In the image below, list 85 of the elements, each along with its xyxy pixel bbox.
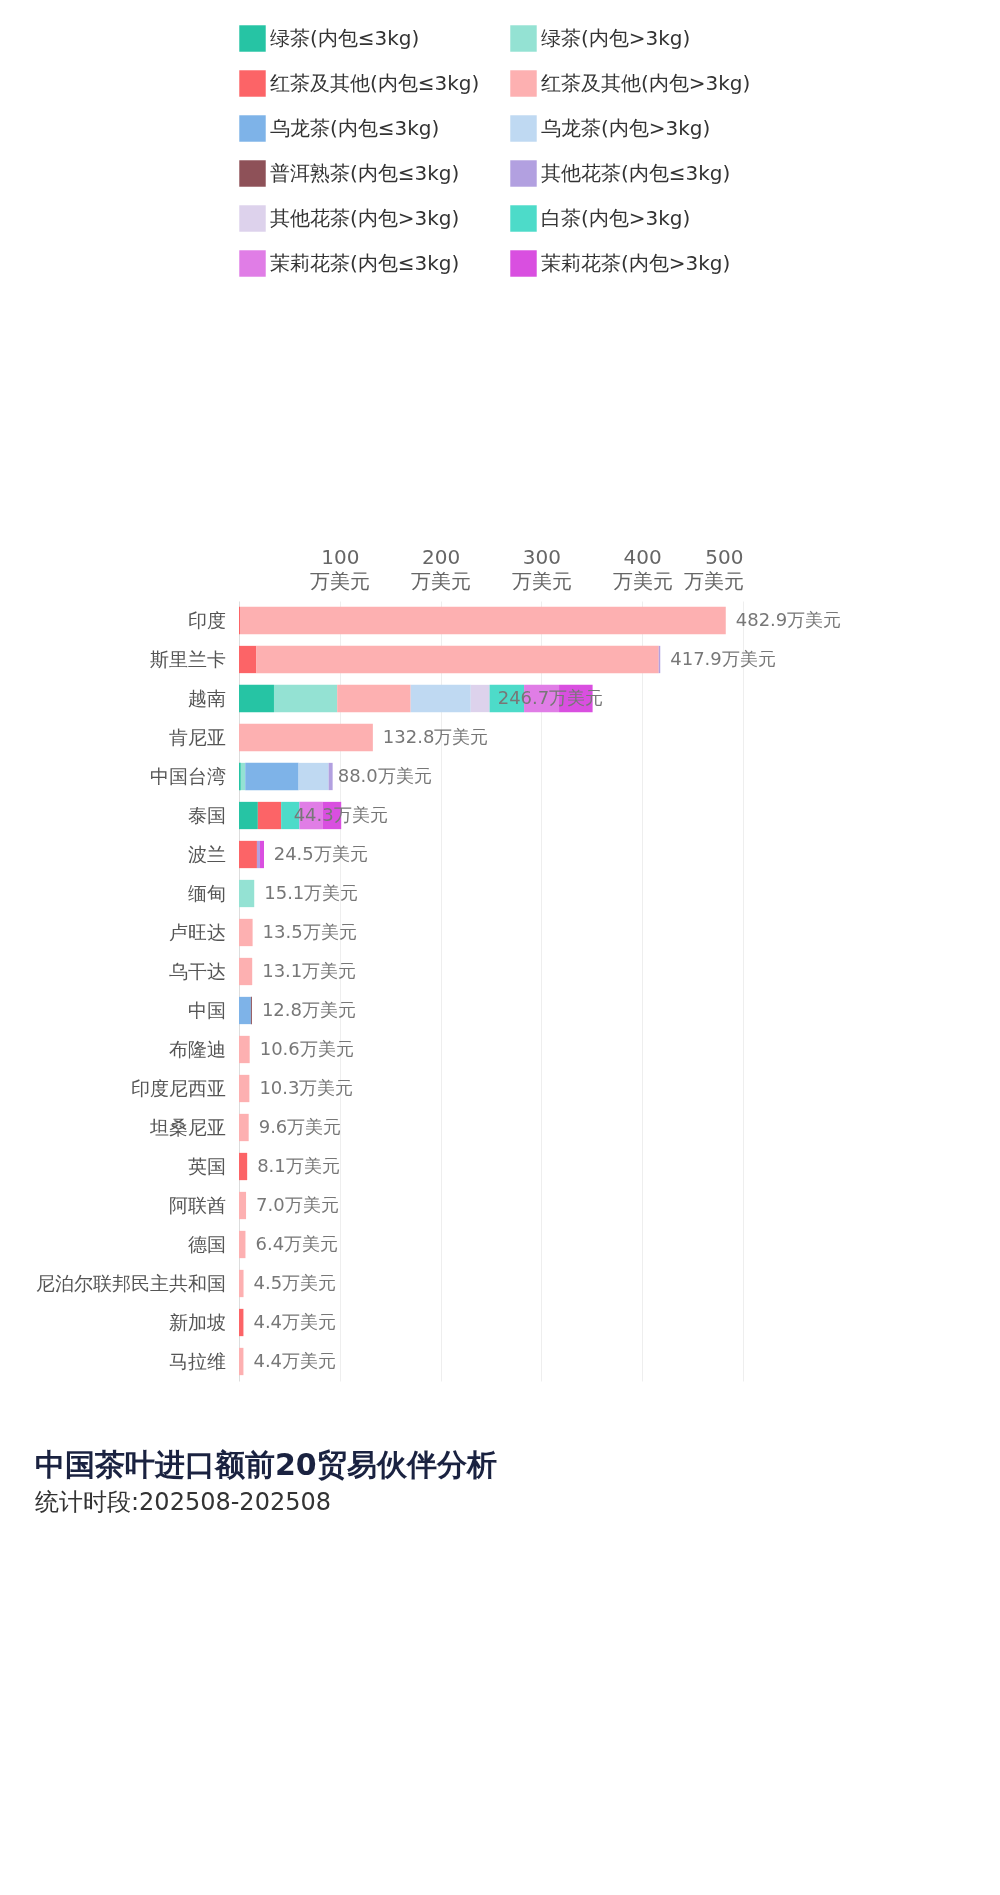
legend-label: 白茶(内包>3kg): [541, 205, 691, 230]
y-tick-label: 越南: [187, 686, 226, 709]
bar: [239, 840, 257, 869]
y-tick-label: 印度: [187, 608, 226, 631]
annotation: 4.5万美元: [253, 1271, 337, 1293]
legend-label: 乌龙茶(内包≤3kg): [270, 115, 440, 140]
y-tick-label: 泰国: [187, 803, 226, 826]
bar: [239, 918, 253, 947]
bar: [239, 957, 253, 986]
x-tick-label: 100 万美元: [310, 544, 371, 593]
annotation: 132.8万美元: [382, 725, 489, 747]
bar: [240, 606, 726, 635]
y-tick-label: 中国: [187, 998, 226, 1021]
annotation: 88.0万美元: [337, 764, 432, 786]
y-tick-label: 尼泊尔联邦民主共和国: [35, 1271, 226, 1294]
bar: [239, 801, 258, 830]
bar: [337, 684, 411, 713]
legend-label: 红茶及其他(内包≤3kg): [270, 70, 480, 95]
text: 统计时段:202508-202508: [35, 1488, 331, 1516]
legend-label: 茉莉花茶(内包>3kg): [541, 250, 731, 275]
y-tick-label: 波兰: [187, 842, 226, 865]
y-tick-label: 中国台湾: [149, 764, 226, 787]
y-tick-label: 斯里兰卡: [149, 647, 226, 670]
annotation: 24.5万美元: [273, 842, 368, 864]
bar: [239, 1191, 247, 1220]
x-tick-label: 300 万美元: [511, 544, 572, 593]
legend-label: 绿茶(内包>3kg): [541, 25, 691, 50]
annotation: 6.4万美元: [255, 1232, 339, 1254]
bar: [470, 684, 490, 713]
annotation: 4.4万美元: [253, 1349, 337, 1371]
y-tick-label: 乌干达: [168, 959, 226, 982]
bar: [273, 684, 338, 713]
legend-label: 普洱熟茶(内包≤3kg): [270, 160, 460, 185]
x-tick-label: 500 万美元: [683, 544, 744, 593]
annotation: 8.1万美元: [257, 1154, 340, 1176]
y-tick-label: 马拉维: [168, 1349, 226, 1372]
y-tick-label: 卢旺达: [168, 920, 226, 943]
annotation: 417.9万美元: [670, 647, 776, 669]
bar: [257, 801, 282, 830]
bar: [259, 840, 264, 869]
annotation: 4.4万美元: [253, 1310, 337, 1332]
legend-label: 绿茶(内包≤3kg): [270, 25, 420, 50]
bar: [239, 1152, 248, 1181]
x-tick-label: 200 万美元: [411, 544, 472, 593]
bar: [239, 1230, 246, 1259]
text: 中国茶叶进口额前20贸易伙伴分析: [35, 1447, 497, 1482]
y-tick-label: 新加坡: [168, 1310, 226, 1333]
annotation: 13.5万美元: [262, 920, 357, 942]
bar: [239, 684, 274, 713]
bar: [239, 1074, 250, 1103]
bar: [239, 645, 257, 674]
bar: [239, 1269, 244, 1298]
legend-label: 红茶及其他(内包>3kg): [541, 70, 751, 95]
annotation: 10.3万美元: [259, 1076, 354, 1098]
y-tick-label: 肯尼亚: [168, 725, 226, 748]
bar: [410, 684, 471, 713]
legend-label: 茉莉花茶(内包≤3kg): [270, 250, 460, 275]
y-tick-label: 德国: [187, 1232, 226, 1255]
annotation: 15.1万美元: [264, 881, 359, 903]
bar: [239, 879, 255, 908]
annotation: 482.9万美元: [735, 608, 842, 630]
y-tick-label: 印度尼西亚: [130, 1076, 226, 1099]
y-tick-label: 阿联酋: [168, 1193, 226, 1216]
y-tick-label: 布隆迪: [168, 1037, 226, 1060]
annotation: 10.6万美元: [259, 1037, 354, 1059]
x-tick-label: 400 万美元: [612, 544, 673, 593]
annotation: 13.1万美元: [262, 959, 357, 981]
bar: [239, 1113, 249, 1142]
bar: [328, 762, 333, 791]
bar: [239, 1035, 250, 1064]
legend-label: 其他花茶(内包>3kg): [270, 205, 460, 230]
annotation: 7.0万美元: [256, 1193, 339, 1215]
legend-label: 乌龙茶(内包>3kg): [541, 115, 711, 140]
y-tick-label: 缅甸: [187, 881, 226, 904]
legend-label: 其他花茶(内包≤3kg): [541, 160, 731, 185]
y-tick-label: 坦桑尼亚: [148, 1115, 226, 1138]
annotation: 9.6万美元: [258, 1115, 342, 1137]
annotation: 12.8万美元: [261, 998, 356, 1020]
bar: [256, 645, 659, 674]
bar: [298, 762, 329, 791]
bar: [239, 723, 373, 752]
bar: [245, 762, 299, 791]
bar: [256, 840, 260, 869]
bar: [239, 996, 251, 1025]
y-tick-label: 英国: [187, 1154, 226, 1177]
